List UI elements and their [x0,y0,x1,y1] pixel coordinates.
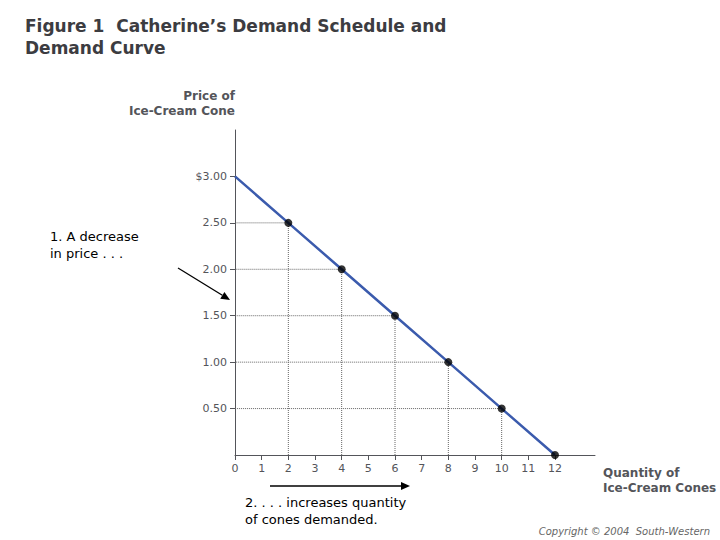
svg-text:2: 2 [285,462,292,475]
svg-text:Quantity of: Quantity of [603,466,680,480]
svg-text:11: 11 [521,462,535,475]
svg-text:Price of: Price of [183,89,236,103]
svg-text:Copyright © 2004 South-Wester: Copyright © 2004 South-Western [539,526,710,537]
svg-text:1.00: 1.00 [203,356,228,369]
svg-text:1.50: 1.50 [203,309,228,322]
svg-text:in price . . .: in price . . . [50,246,123,261]
svg-text:1. A decrease: 1. A decrease [50,229,139,244]
svg-text:2.50: 2.50 [203,216,228,229]
svg-text:Figure 1 Catherine’s Demand S: Figure 1 Catherine’s Demand Schedule and [25,16,447,36]
svg-text:Demand Curve: Demand Curve [25,38,166,58]
svg-text:3: 3 [312,462,319,475]
svg-text:4: 4 [338,462,345,475]
svg-text:0: 0 [232,462,239,475]
svg-text:of cones demanded.: of cones demanded. [245,512,378,527]
svg-text:1: 1 [258,462,265,475]
svg-text:8: 8 [445,462,452,475]
svg-text:7: 7 [418,462,425,475]
svg-text:9: 9 [472,462,479,475]
svg-text:Ice-Cream Cone: Ice-Cream Cone [129,104,235,118]
svg-text:Ice-Cream Cones: Ice-Cream Cones [603,481,716,495]
svg-text:0.50: 0.50 [203,402,228,415]
svg-text:6: 6 [392,462,399,475]
svg-text:2. . . . increases quantity: 2. . . . increases quantity [245,495,407,510]
svg-text:12: 12 [548,462,562,475]
svg-text:2.00: 2.00 [203,263,228,276]
svg-text:$3.00: $3.00 [196,170,228,183]
svg-text:10: 10 [495,462,509,475]
svg-text:5: 5 [365,462,372,475]
